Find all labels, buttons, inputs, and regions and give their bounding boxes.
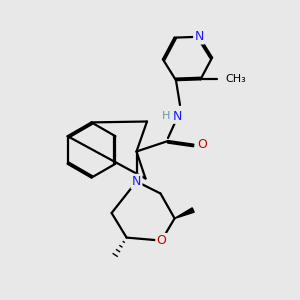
- Text: O: O: [157, 234, 166, 247]
- Text: H: H: [162, 111, 170, 121]
- Polygon shape: [175, 208, 194, 218]
- Text: O: O: [197, 138, 207, 151]
- Text: N: N: [132, 175, 141, 188]
- Text: N: N: [194, 30, 204, 43]
- Text: N: N: [172, 110, 182, 123]
- Text: CH₃: CH₃: [225, 74, 246, 84]
